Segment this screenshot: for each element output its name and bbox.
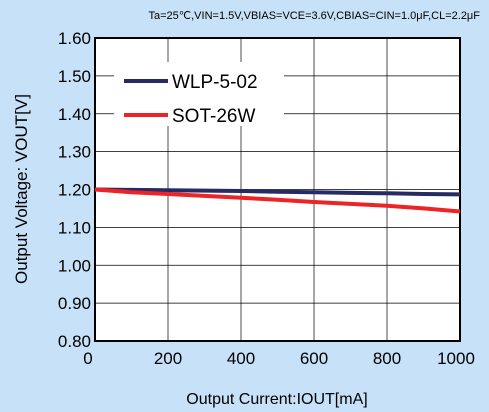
y-tick-labels: 0.80 0.90 1.00 1.10 1.20 1.30 1.40 1.50 1.60	[58, 29, 91, 351]
x-tick-label: 800	[373, 349, 401, 368]
y-tick-label: 1.60	[58, 29, 91, 48]
y-tick-label: 1.50	[58, 67, 91, 86]
y-tick-label: 1.20	[58, 181, 91, 200]
x-tick-label: 1000	[437, 349, 475, 368]
series-line-sot-26w	[94, 187, 461, 214]
x-tick-label: 400	[227, 349, 255, 368]
x-tick-label: 600	[300, 349, 328, 368]
y-tick-label: 1.00	[58, 256, 91, 275]
y-tick-label: 0.80	[58, 332, 91, 351]
series-lines	[94, 187, 461, 214]
x-axis-label: Output Current:IOUT[mA]	[186, 391, 367, 408]
x-tick-label: 200	[154, 349, 182, 368]
y-tick-label: 0.90	[58, 294, 91, 313]
y-tick-label: 1.10	[58, 218, 91, 237]
y-tick-label: 1.30	[58, 143, 91, 162]
y-axis-label: Output Voltage: VOUT[V]	[12, 94, 31, 284]
series-line-wlp-5-02	[94, 187, 461, 197]
x-tick-labels: 0 200 400 600 800 1000	[83, 349, 475, 368]
legend-label: WLP-5-02	[172, 72, 258, 93]
test-conditions: Ta=25℃,VIN=1.5V,VBIAS=VCE=3.6V,CBIAS=CIN…	[149, 10, 481, 22]
x-tick-label: 0	[83, 349, 92, 368]
y-tick-label: 1.40	[58, 105, 91, 124]
legend: WLP-5-02 SOT-26W	[114, 62, 284, 127]
legend-label: SOT-26W	[172, 106, 255, 127]
